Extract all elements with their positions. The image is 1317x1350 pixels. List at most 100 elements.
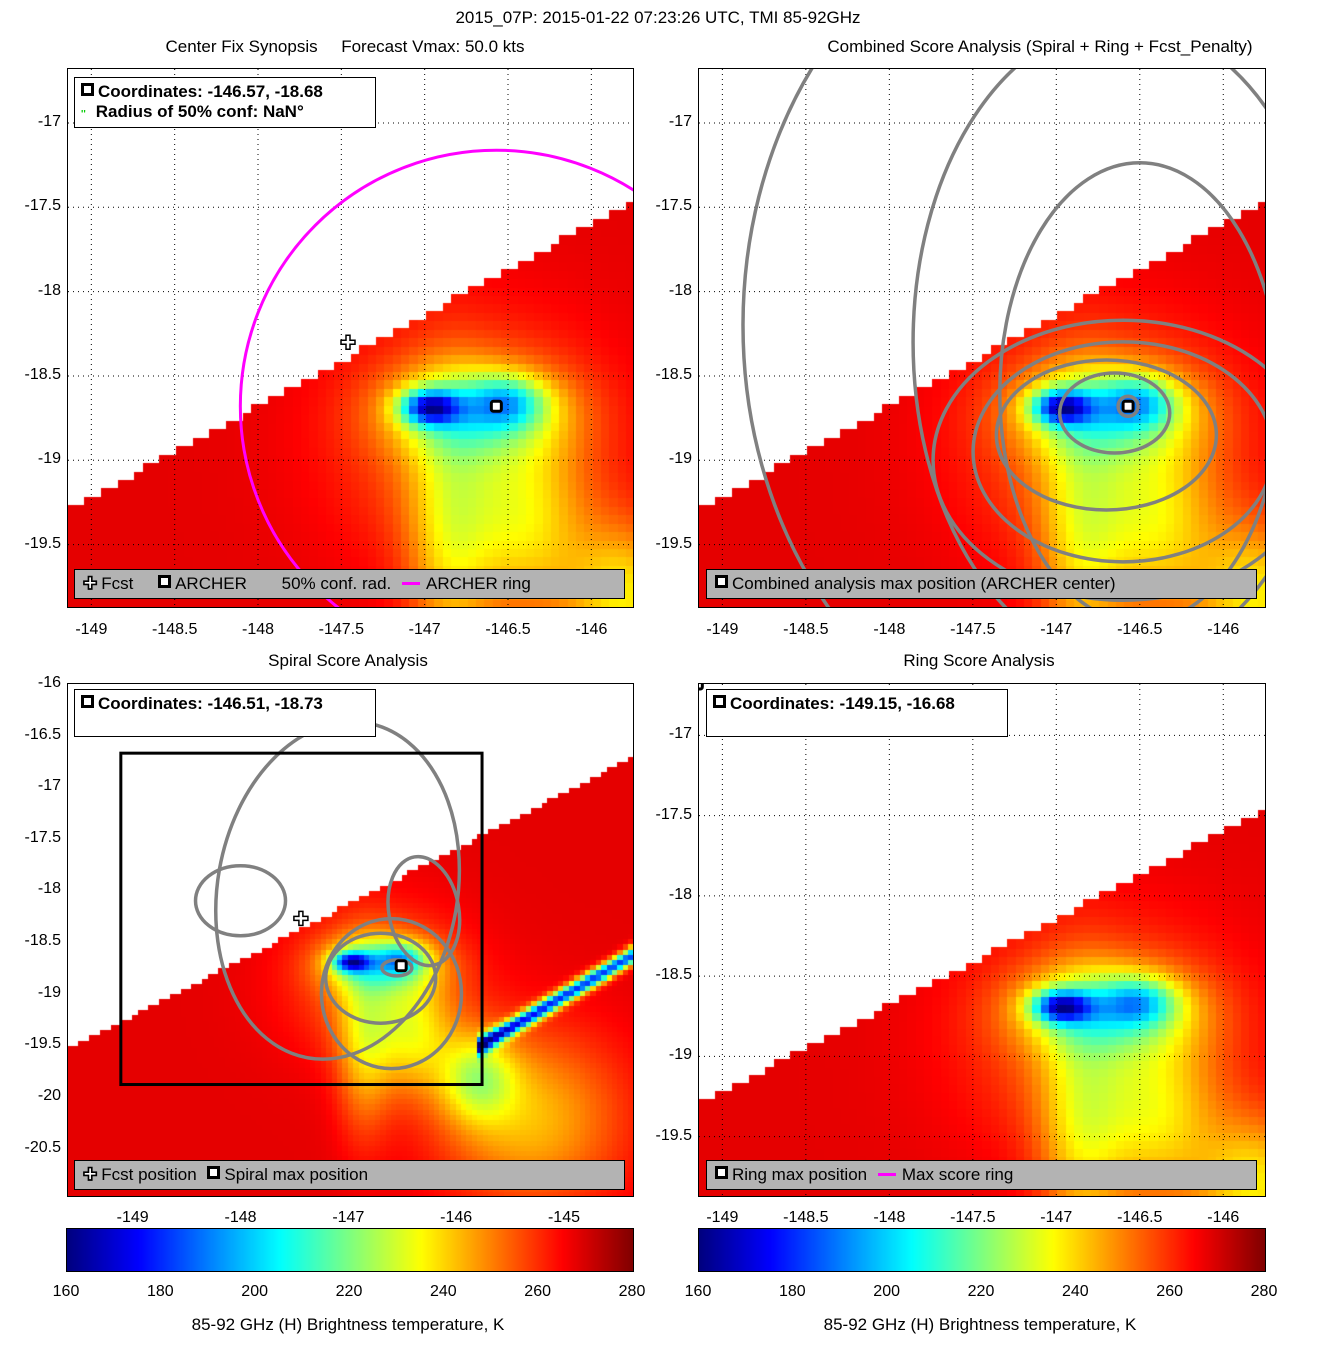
y-tick-label: -18.5 [24,932,61,950]
x-tick-label: -149 [75,621,108,638]
coordinates-legend: Coordinates: -146.51, -18.73 [74,689,376,737]
plot-overlay [119,719,484,1087]
colorbar-label: 85-92 GHz (H) Brightness temperature, K [823,1315,1137,1334]
y-tick-label: -18.5 [655,966,692,984]
legend-label: Fcst position [101,1165,197,1184]
score-contour [323,931,438,1025]
score-contour [998,161,1265,607]
x-tick-label: -146.5 [1117,621,1163,638]
x-tick-label: -147.5 [950,621,996,638]
legend: Combined analysis max position (ARCHER c… [706,569,1257,599]
y-tick-label: -19 [668,1046,692,1064]
colorbar [698,1228,1266,1272]
y-tick-label: -18 [668,281,692,299]
fcst-plus-icon: ✚ [82,574,98,594]
score-contour [741,69,831,607]
ring-marker-icon [715,1166,728,1179]
score-contour [214,719,462,1061]
spiral-max-marker [394,959,408,973]
legend: Ring max position Max score ring [706,1160,1257,1190]
score-contour [931,318,1265,602]
x-tick-label: -145 [547,1209,580,1226]
coordinates-text: Coordinates: -146.57, -18.68 [98,82,323,101]
ring-max-marker [699,684,704,691]
x-tick-label: -147 [1040,1209,1073,1226]
colorbar-tick-label: 200 [241,1283,269,1300]
score-contour [319,916,464,1071]
x-tick-label: -146 [440,1209,473,1226]
score-contour [971,340,1265,564]
y-tick-label: -17 [668,725,692,743]
plot-overlay [699,684,1265,1196]
y-tick-label: -19.5 [24,534,61,552]
y-tick-label: -20.5 [24,1138,61,1156]
legend: ✚ Fcst ARCHER 50% conf. rad. ARCHER ring [74,569,625,599]
x-tick-label: -147.5 [950,1209,996,1226]
x-tick-label: -146.5 [1117,1209,1163,1226]
colorbar-tick-label: 280 [1250,1283,1278,1300]
x-tick-label: -149 [706,1209,739,1226]
y-tick-label: -17 [37,112,61,130]
synopsis-extent-box [119,751,484,1087]
colorbar-tick-label: 240 [429,1283,457,1300]
x-tick-label: -147 [332,1209,365,1226]
x-tick-label: -148.5 [783,1209,829,1226]
spiral-marker-icon [207,1166,221,1179]
archer-center-marker [489,399,503,413]
colorbar-tick-label: 160 [684,1283,712,1300]
x-tick-label: -148 [224,1209,257,1226]
y-tick-label: -18 [37,281,61,299]
confidence-marker-icon: '' [81,109,86,120]
x-tick-label: -146 [1207,1209,1240,1226]
x-tick-label: -147.5 [318,621,365,638]
y-tick-label: -17.5 [655,805,692,823]
fcst-position-marker [340,334,356,350]
coordinates-text: Coordinates: -146.51, -18.73 [98,694,323,713]
score-contour [994,358,1219,512]
legend-label: Ring max position [732,1165,868,1184]
colorbar-tick-label: 260 [524,1283,552,1300]
y-tick-label: -17 [37,777,61,795]
panel-title: Spiral Score Analysis [268,651,428,670]
x-tick-label: -146 [1207,621,1240,638]
colorbar-tick-label: 180 [778,1283,806,1300]
archer-marker-icon [81,83,94,96]
figure-title: 2015_07P: 2015-01-22 07:23:26 UTC, TMI 8… [455,8,861,27]
score-contour [911,69,1265,607]
y-tick-label: -16.5 [24,725,61,743]
coordinates-legend: Coordinates: -146.57, -18.68 '' Radius of… [74,77,376,128]
score-contour [1116,394,1140,419]
y-tick-label: -19 [668,450,692,468]
y-tick-label: -19.5 [24,1035,61,1053]
score-contour [1057,371,1172,455]
y-tick-label: -18.5 [655,365,692,383]
colorbar-tick-label: 220 [967,1283,995,1300]
panel-title: Center Fix Synopsis Forecast Vmax: 50.0 … [165,37,525,56]
panel-title: Ring Score Analysis [903,651,1055,670]
y-tick-label: -17.5 [24,197,61,215]
colorbar-tick-label: 280 [618,1283,646,1300]
x-tick-label: -147 [408,621,441,638]
legend: ✚ Fcst position Spiral max position [74,1160,625,1190]
y-tick-label: -17.5 [655,197,692,215]
radius-text: Radius of 50% conf: NaN° [95,102,304,121]
colorbar-tick-label: 200 [873,1283,901,1300]
y-tick-label: -18 [37,880,61,898]
archer-marker-icon [158,575,172,588]
x-tick-label: -146 [575,621,608,638]
legend-label: Fcst [101,574,134,593]
legend-label: ARCHER [175,574,247,593]
legend-label: ARCHER ring [425,574,531,593]
archer-marker-icon [715,575,728,588]
y-tick-label: -17.5 [24,828,61,846]
magenta-line-icon [877,1173,896,1176]
magenta-line-icon [401,582,420,585]
colorbar-tick-label: 160 [52,1283,80,1300]
center-fix-synopsis-plot [67,68,634,608]
brightness-temperature-heatmap [699,69,1265,607]
y-tick-label: -19.5 [655,1126,692,1144]
colorbar [66,1228,634,1272]
x-tick-label: -147 [1040,621,1073,638]
panel-title: Combined Score Analysis (Spiral + Ring +… [827,37,1253,56]
plot-overlay [68,69,633,607]
